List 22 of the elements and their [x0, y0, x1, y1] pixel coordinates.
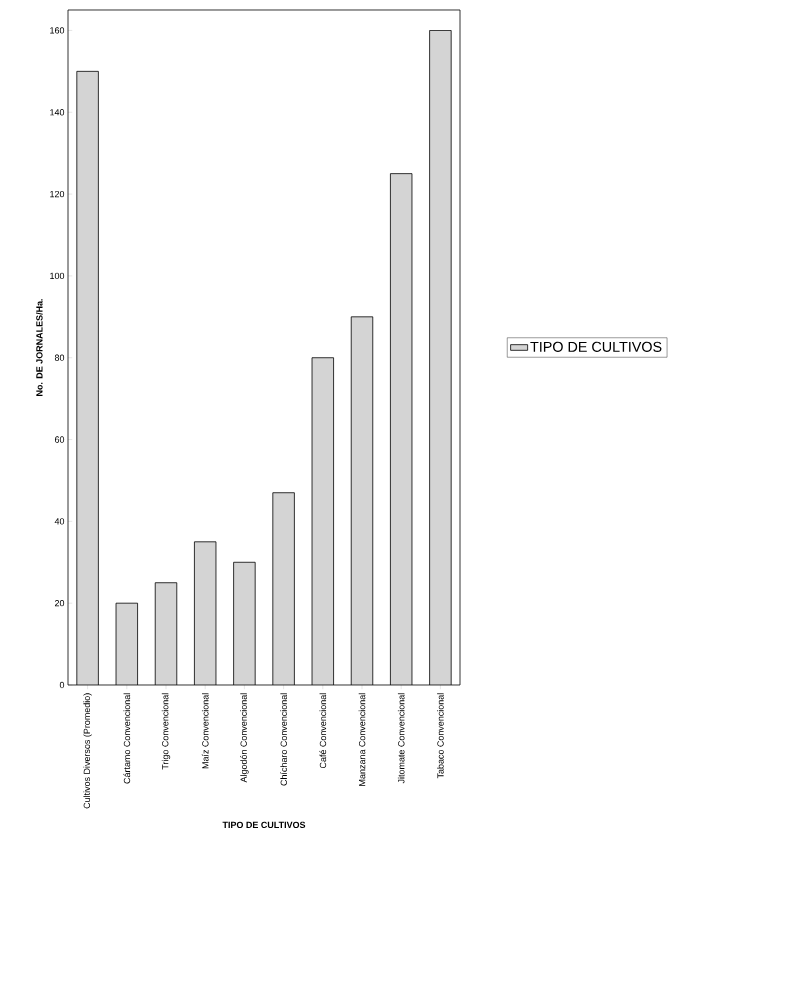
x-tick-label: Tabaco Convencional [437, 693, 444, 779]
y-tick-label: 120 [50, 190, 65, 198]
x-tick-label: Cultivos Diversos (Promedio) [83, 693, 92, 809]
y-tick-label: 20 [54, 600, 65, 607]
x-axis-title: TIPO DE CULTIVOS [222, 821, 306, 829]
y-tick-label: 160 [50, 27, 65, 34]
x-tick-label: Chícharo Convencional [280, 693, 287, 786]
y-tick-label: 40 [54, 518, 65, 525]
x-tick-label: Trigo Convencional [161, 693, 171, 770]
x-tick-label: Jitomate Convencional [397, 693, 405, 784]
y-tick-label: 100 [50, 272, 65, 280]
x-tick-label: Manzana Convencional [358, 693, 366, 786]
legend-label: TIPO DE CULTIVOS [530, 341, 662, 352]
y-axis-title: No. DE JORNALES/Ha. [36, 299, 43, 396]
x-tick-label: Algodón Convencional [240, 693, 249, 783]
x-tick-label: Cártamo Convencional [123, 693, 131, 784]
x-tick-label: Café Convencional [319, 693, 327, 769]
y-tick-label: 0 [59, 681, 65, 689]
y-tick-label: 60 [54, 436, 65, 443]
x-tick-label: Maíz Convencional [201, 693, 209, 769]
y-tick-label: 140 [50, 109, 65, 116]
y-tick-label: 80 [54, 354, 65, 361]
